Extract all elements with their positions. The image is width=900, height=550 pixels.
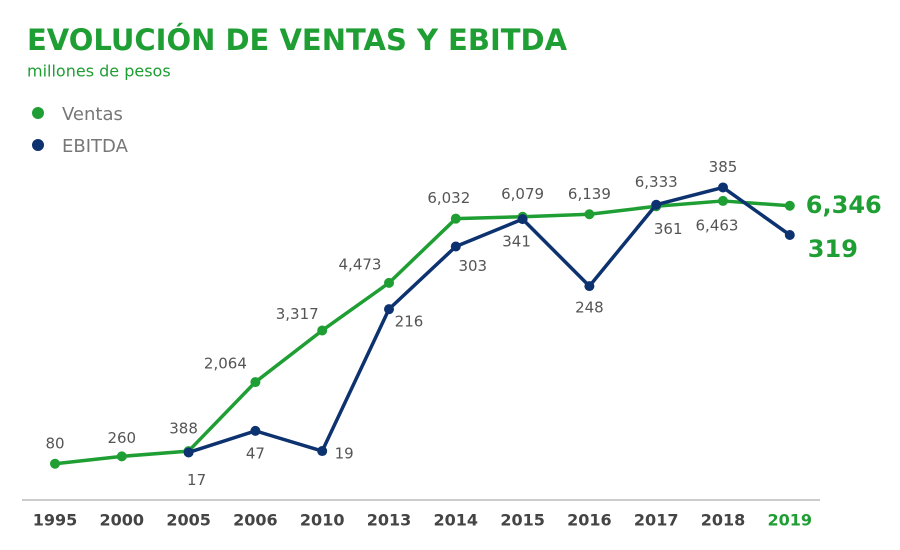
x-tick-label: 2017 [634, 511, 679, 530]
value-label: 385 [709, 158, 738, 176]
point [384, 277, 394, 288]
x-tick-label: 2005 [166, 511, 211, 530]
x-tick-label: 2013 [367, 511, 412, 530]
legend-marker [32, 139, 44, 151]
value-label: 6,139 [568, 185, 611, 203]
line [54, 199, 790, 466]
x-tick-label: 2010 [300, 511, 345, 530]
value-label: 248 [575, 299, 604, 317]
value-label: 388 [169, 420, 198, 438]
value-label: 341 [502, 233, 531, 251]
x-tick-label: 2000 [100, 511, 145, 530]
point [183, 447, 194, 458]
value-label: 303 [458, 257, 487, 275]
point [718, 182, 728, 193]
point [584, 281, 595, 292]
point [584, 209, 595, 220]
x-tick-label: 2019 [768, 511, 813, 530]
chart-subtitle: millones de pesos [27, 62, 171, 81]
point [651, 199, 662, 210]
point [784, 229, 795, 240]
x-tick-label: 2006 [233, 511, 278, 530]
point [784, 200, 795, 211]
value-label: 260 [107, 429, 136, 447]
point [250, 377, 261, 388]
value-label: 47 [246, 444, 265, 462]
x-tick-label: 2016 [567, 511, 612, 530]
x-tick-label: 1995 [33, 511, 78, 530]
value-label: 361 [654, 220, 683, 238]
value-label: 3,317 [276, 305, 319, 323]
point [116, 451, 127, 462]
point [317, 446, 328, 457]
value-label: 6,032 [427, 189, 470, 207]
legend-label: EBITDA [62, 136, 129, 157]
value-label: 4,473 [339, 255, 382, 273]
value-label: 6,463 [696, 216, 739, 234]
point [250, 425, 261, 436]
value-label: 80 [45, 434, 64, 452]
value-label: 216 [395, 313, 424, 331]
value-label: 2,064 [204, 355, 247, 373]
point [50, 458, 60, 469]
line [188, 185, 791, 455]
point [384, 304, 394, 315]
point [450, 241, 461, 252]
value-label: 17 [187, 471, 206, 489]
point [317, 325, 328, 336]
x-tick-label: 2015 [500, 511, 545, 530]
value-label: 6,079 [501, 185, 544, 203]
point [517, 214, 528, 225]
x-tick-label: 2018 [701, 511, 746, 530]
x-tick-label: 2014 [434, 511, 479, 530]
legend-label: Ventas [62, 104, 123, 125]
legend-marker [32, 107, 44, 119]
point [718, 195, 728, 206]
value-label: 19 [335, 445, 354, 463]
chart-title: EVOLUCIÓN DE VENTAS Y EBITDA [27, 23, 568, 57]
value-label: 6,333 [635, 173, 678, 191]
point [450, 213, 461, 224]
value-label: 6,346 [806, 191, 882, 219]
value-label: 319 [808, 235, 858, 263]
